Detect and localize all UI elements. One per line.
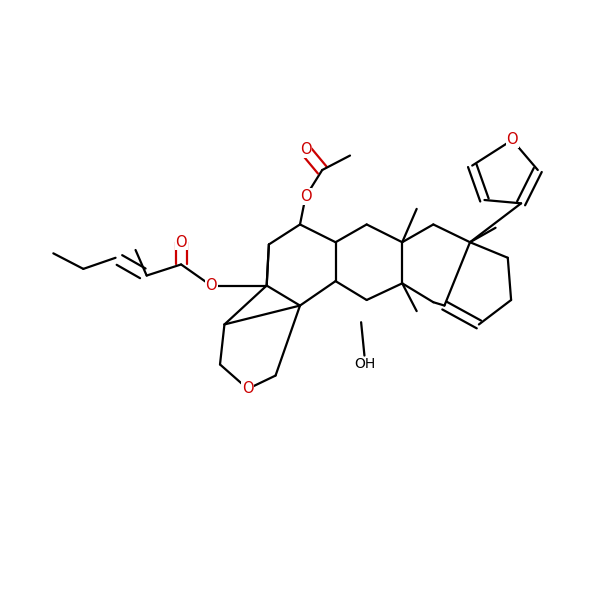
Text: O: O [175,235,187,250]
Text: O: O [300,142,311,157]
Text: O: O [300,189,311,204]
Text: O: O [242,382,254,397]
Text: O: O [205,278,217,293]
Text: O: O [506,133,518,148]
Text: OH: OH [354,358,375,371]
